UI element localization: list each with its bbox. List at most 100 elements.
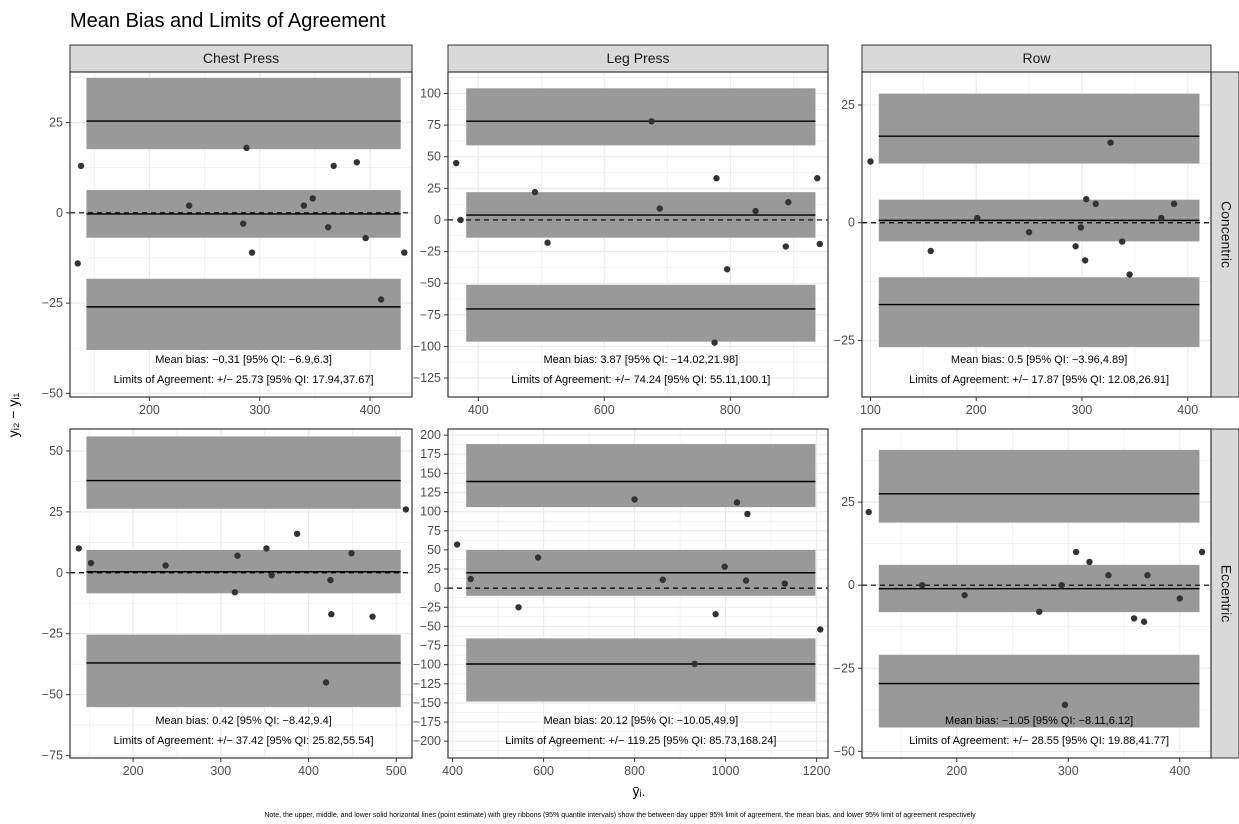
data-point — [1107, 139, 1114, 146]
strip-box — [861, 44, 1212, 73]
data-point — [1036, 608, 1043, 615]
x-tick-label: 300 — [210, 764, 231, 778]
data-point — [1025, 228, 1033, 236]
data-point — [781, 580, 788, 587]
y-tick-label: −175 — [413, 715, 441, 729]
data-point — [240, 220, 247, 227]
y-tick-label: −50 — [42, 688, 63, 702]
mean-bias-annotation: Mean bias: −1.05 [95% QI: −8.11,6.12] — [945, 715, 1133, 727]
mean-bias-annotation: Mean bias: 20.12 [95% QI: −10.05,49.9] — [543, 715, 738, 727]
y-tick-label: −50 — [420, 619, 441, 633]
data-point — [1081, 257, 1089, 264]
y-tick-label: −100 — [413, 339, 441, 353]
data-point — [263, 545, 270, 552]
data-point — [927, 247, 934, 255]
data-point — [402, 506, 410, 513]
loa-upper-ribbon — [86, 77, 401, 150]
strip-eccentric: Eccentric — [1210, 428, 1239, 759]
loa-lower-ribbon — [86, 634, 401, 708]
limits-annotation: Limits of Agreement: +/− 28.55 [95% QI: … — [909, 735, 1169, 747]
footnote: Note, the upper, middle, and lower solid… — [264, 812, 976, 819]
x-tick-label: 200 — [966, 403, 987, 417]
data-point — [231, 589, 239, 596]
x-tick-label: 200 — [139, 403, 160, 417]
data-point — [782, 243, 789, 250]
y-tick-label: −25 — [420, 600, 441, 614]
data-point — [248, 249, 256, 256]
y-tick-label: 125 — [420, 486, 441, 500]
limits-annotation: Limits of Agreement: +/− 25.73 [95% QI: … — [114, 374, 374, 386]
y-axis-title: yᵢ₂ − yᵢ₁ — [5, 392, 21, 437]
x-axis-title: ȳᵢ. — [632, 783, 645, 799]
y-tick-label: 100 — [420, 505, 441, 519]
x-tick-label: 300 — [249, 403, 270, 417]
y-tick-label: 200 — [420, 428, 441, 442]
data-point — [87, 559, 95, 567]
x-tick-label: 1000 — [712, 764, 740, 778]
data-point — [867, 158, 874, 165]
strip-label: Eccentric — [1218, 565, 1234, 623]
data-point — [330, 162, 337, 170]
strip-box — [1210, 71, 1239, 398]
data-point — [377, 296, 385, 303]
data-point — [974, 214, 981, 222]
panel-border — [861, 71, 1212, 398]
data-point — [74, 260, 81, 267]
y-tick-label: −75 — [420, 639, 441, 653]
data-point — [1072, 548, 1080, 556]
data-point — [1061, 701, 1069, 709]
x-tick-label: 400 — [468, 403, 489, 417]
y-tick-label: −25 — [42, 296, 63, 310]
data-point — [752, 207, 759, 215]
facet-grid: Chest Press Leg Press Row Concentric Eccentr… — [42, 44, 1239, 778]
y-tick-label: 25 — [49, 505, 63, 519]
data-point — [1058, 581, 1065, 589]
data-point — [865, 508, 872, 516]
x-tick-label: 500 — [386, 764, 407, 778]
y-tick-label: −25 — [834, 333, 855, 347]
data-point — [353, 159, 361, 166]
strip-label: Leg Press — [606, 50, 669, 66]
data-point — [328, 611, 335, 618]
y-tick-label: −75 — [420, 308, 441, 322]
y-tick-label: −50 — [420, 276, 441, 290]
data-point — [656, 205, 663, 212]
y-tick-label: 175 — [420, 447, 441, 461]
data-point — [1144, 572, 1151, 579]
data-point — [742, 577, 750, 584]
x-tick-label: 400 — [1177, 403, 1198, 417]
mean-bias-annotation: Mean bias: −0.31 [95% QI: −6.9,6.3] — [155, 354, 332, 366]
data-point — [1077, 224, 1085, 231]
y-tick-label: −25 — [42, 627, 63, 641]
limits-annotation: Limits of Agreement: +/− 17.87 [95% QI: … — [909, 374, 1169, 386]
x-tick-label: 800 — [624, 764, 645, 778]
y-tick-label: 150 — [420, 466, 441, 480]
y-tick-label: 50 — [427, 543, 441, 557]
x-tick-label: 400 — [1169, 764, 1190, 778]
strip-leg-press: Leg Press — [447, 44, 829, 73]
loa-upper-ribbon — [878, 449, 1200, 523]
y-tick-label: 25 — [841, 98, 855, 112]
loa-lower-ribbon — [878, 277, 1200, 348]
y-tick-label: 25 — [427, 181, 441, 195]
data-point — [712, 610, 719, 618]
data-point — [300, 202, 308, 209]
data-point — [711, 339, 718, 346]
data-point — [1130, 615, 1138, 622]
y-tick-label: −125 — [413, 371, 441, 385]
y-tick-label: 0 — [848, 578, 855, 592]
loa-upper-ribbon — [466, 444, 816, 508]
x-tick-label: 800 — [720, 403, 741, 417]
data-point — [162, 562, 169, 569]
data-point — [234, 552, 241, 559]
y-tick-label: −200 — [413, 734, 441, 748]
data-point — [744, 510, 751, 518]
data-point — [1198, 548, 1206, 556]
loa-lower-ribbon — [878, 654, 1200, 728]
data-point — [659, 576, 667, 583]
data-point — [243, 144, 250, 152]
y-tick-label: 0 — [848, 216, 855, 230]
y-tick-label: 75 — [427, 118, 441, 132]
loa-lower-ribbon — [86, 278, 401, 350]
data-point — [1118, 238, 1126, 245]
